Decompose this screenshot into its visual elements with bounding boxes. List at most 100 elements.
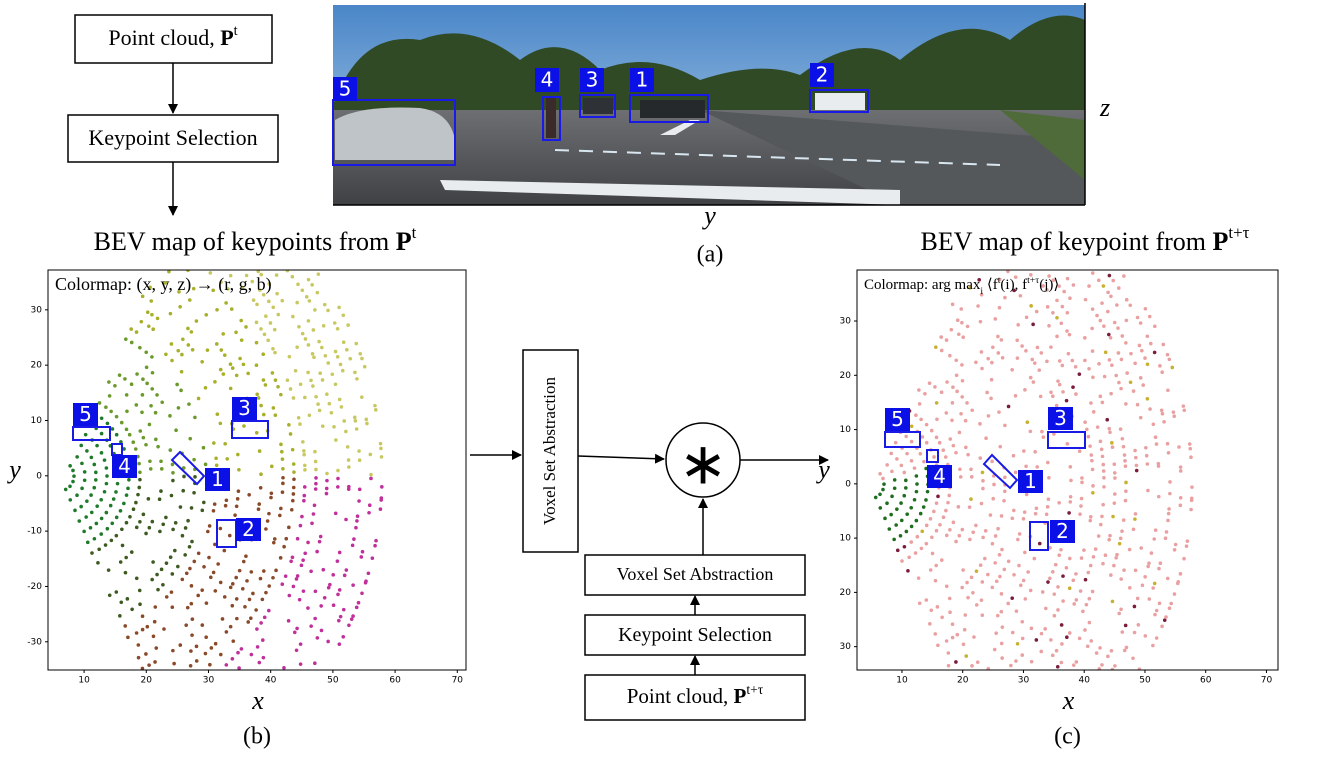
- keypoint: [322, 324, 326, 328]
- keypoint: [1002, 499, 1006, 503]
- keypoint: [1061, 364, 1065, 368]
- keypoint: [237, 489, 241, 493]
- keypoint: [141, 377, 145, 381]
- keypoint: [125, 521, 129, 525]
- keypoint: [1079, 504, 1083, 508]
- keypoint: [273, 537, 277, 541]
- keypoint: [1089, 515, 1093, 519]
- keypoint: [358, 488, 362, 492]
- keypoint: [267, 300, 271, 304]
- keypoint: [243, 605, 247, 609]
- keypoint: [187, 402, 191, 406]
- keypoint: [363, 365, 367, 369]
- keypoint: [336, 477, 340, 481]
- keypoint: [1023, 388, 1027, 392]
- keypoint: [225, 498, 229, 502]
- keypoint: [900, 464, 904, 468]
- keypoint: [1000, 656, 1004, 660]
- keypoint: [1038, 542, 1042, 546]
- keypoint: [312, 328, 316, 332]
- keypoint: [151, 520, 155, 524]
- keypoint: [274, 569, 278, 573]
- keypoint: [83, 478, 87, 482]
- keypoint: [346, 445, 350, 449]
- keypoint: [174, 521, 178, 525]
- keypoint: [1110, 441, 1114, 445]
- region-box: [984, 455, 1017, 488]
- keypoint: [970, 408, 974, 412]
- keypoint: [1112, 462, 1116, 466]
- keypoint: [1128, 548, 1132, 552]
- keypoint: [998, 553, 1002, 557]
- keypoint: [144, 350, 148, 354]
- keypoint: [1012, 573, 1016, 577]
- keypoint: [130, 550, 134, 554]
- keypoint: [1066, 311, 1070, 315]
- keypoint: [1026, 420, 1030, 424]
- keypoint: [954, 660, 958, 664]
- keypoint: [1167, 512, 1171, 516]
- keypoint: [951, 303, 955, 307]
- keypoint: [306, 541, 310, 545]
- box-tag-label: 4: [933, 464, 946, 488]
- keypoint: [890, 495, 894, 499]
- keypoint: [75, 493, 79, 497]
- keypoint: [302, 449, 306, 453]
- keypoint: [204, 635, 208, 639]
- keypoint: [1071, 385, 1075, 389]
- keypoint: [960, 363, 964, 367]
- keypoint: [1123, 453, 1127, 457]
- keypoint: [115, 534, 119, 538]
- keypoint: [351, 614, 355, 618]
- keypoint: [889, 452, 893, 456]
- keypoint: [291, 499, 295, 503]
- keypoint: [1089, 453, 1093, 457]
- keypoint: [128, 515, 132, 519]
- keypoint: [221, 617, 225, 621]
- keypoint: [309, 379, 313, 383]
- keypoint: [896, 549, 900, 553]
- keypoint: [259, 327, 263, 331]
- keypoint: [938, 523, 942, 527]
- keypoint: [126, 636, 130, 640]
- keypoint: [158, 497, 162, 501]
- keypoint: [304, 337, 308, 341]
- keypoint: [300, 515, 304, 519]
- keypoint: [1046, 305, 1050, 309]
- keypoint: [1001, 625, 1005, 629]
- keypoint: [119, 509, 123, 513]
- x-tick-label: 20: [957, 676, 969, 686]
- keypoint: [181, 534, 185, 538]
- keypoint: [915, 474, 919, 478]
- keypoint: [1092, 410, 1096, 414]
- keypoint: [1125, 319, 1129, 323]
- keypoint: [196, 594, 200, 598]
- keypoint: [319, 604, 323, 608]
- keypoint: [1102, 476, 1106, 480]
- keypoint: [1185, 544, 1189, 548]
- keypoint: [1163, 618, 1167, 622]
- keypoint: [100, 416, 104, 420]
- keypoint: [109, 504, 113, 508]
- keypoint: [259, 404, 263, 408]
- keypoint: [267, 584, 271, 588]
- keypoint: [1091, 271, 1095, 275]
- region-box: [232, 421, 268, 438]
- keypoint: [138, 429, 142, 433]
- y-tick-label: -10: [27, 527, 42, 537]
- keypoint: [247, 493, 251, 497]
- keypoint: [171, 479, 175, 483]
- keypoint: [123, 377, 127, 381]
- keypoint: [954, 451, 958, 455]
- keypoint: [309, 624, 313, 628]
- keypoint: [103, 458, 107, 462]
- keypoint: [251, 592, 255, 596]
- keypoint: [1113, 321, 1117, 325]
- keypoint: [338, 398, 342, 402]
- keypoint: [136, 493, 140, 497]
- keypoint: [302, 589, 306, 593]
- keypoint: [944, 509, 948, 513]
- keypoint: [1119, 577, 1123, 581]
- keypoint: [138, 470, 142, 474]
- keypoint: [904, 479, 908, 483]
